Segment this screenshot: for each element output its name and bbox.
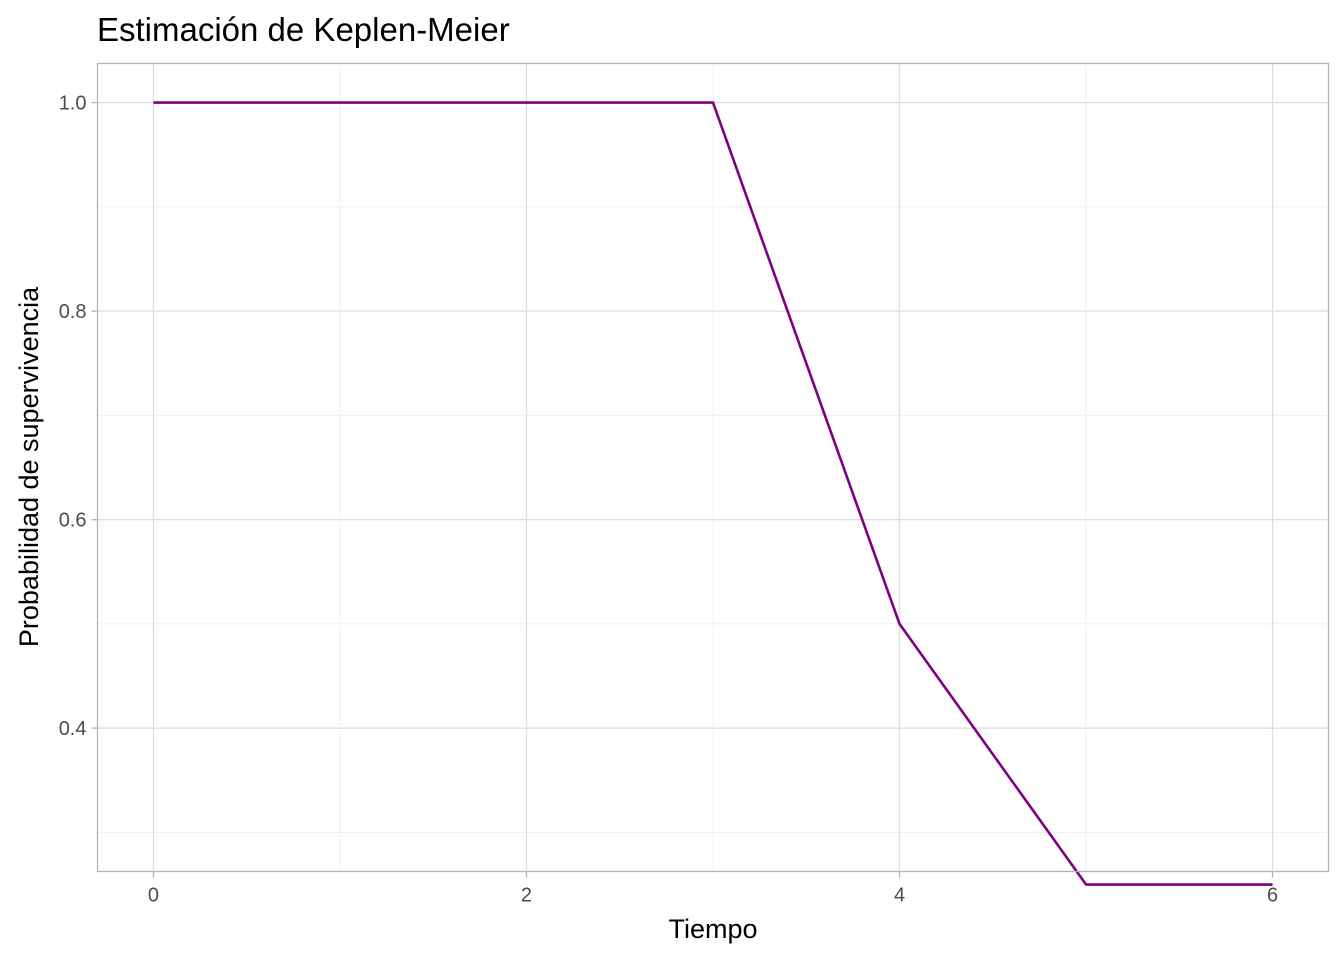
survival-curve-line <box>153 101 1273 886</box>
y-axis: 0.4 0.6 0.8 1.0 <box>59 93 98 740</box>
y-axis-label: Probabilidad de supervivencia <box>14 286 44 647</box>
chart-title: Estimación de Keplen-Meier <box>97 11 510 48</box>
series-layer <box>153 101 1273 886</box>
x-axis: 0 2 4 6 <box>148 871 1278 907</box>
grid-major <box>97 63 1329 872</box>
y-tick-label: 0.8 <box>59 301 87 323</box>
x-tick-label: 6 <box>1267 885 1278 907</box>
x-tick-label: 0 <box>148 885 159 907</box>
grid-minor <box>97 63 1329 872</box>
y-tick-label: 0.4 <box>59 718 87 740</box>
x-axis-label: Tiempo <box>668 914 757 944</box>
y-tick-label: 0.6 <box>59 510 87 532</box>
x-tick-label: 4 <box>894 885 905 907</box>
x-tick-label: 2 <box>521 885 532 907</box>
y-tick-label: 1.0 <box>59 93 87 115</box>
panel-border <box>96 62 1330 873</box>
